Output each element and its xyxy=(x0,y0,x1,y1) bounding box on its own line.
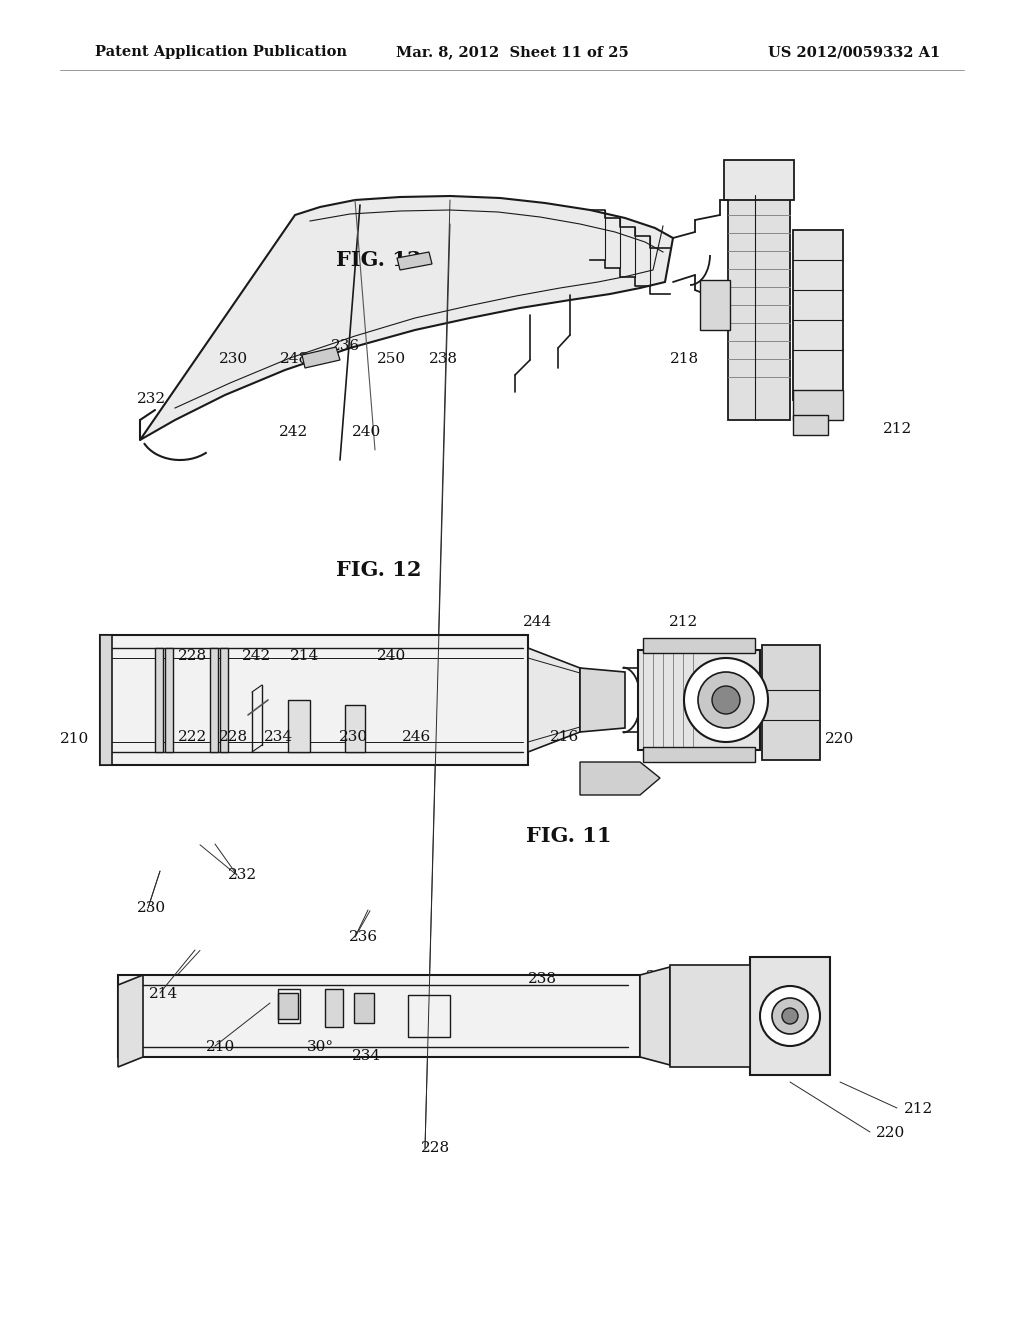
Text: 30°: 30° xyxy=(307,1040,334,1053)
Text: 228: 228 xyxy=(219,730,248,743)
Text: 222: 222 xyxy=(178,730,207,743)
Circle shape xyxy=(712,686,740,714)
Text: 220: 220 xyxy=(825,733,854,746)
Text: 210: 210 xyxy=(60,733,89,746)
Text: US 2012/0059332 A1: US 2012/0059332 A1 xyxy=(768,45,940,59)
Text: 212: 212 xyxy=(884,422,912,436)
Bar xyxy=(165,648,173,752)
Text: 232: 232 xyxy=(137,392,166,405)
Circle shape xyxy=(760,986,820,1045)
Bar xyxy=(762,645,820,760)
Text: 216: 216 xyxy=(646,970,675,983)
Bar xyxy=(750,957,830,1074)
Bar xyxy=(643,638,755,653)
Bar xyxy=(793,389,843,420)
Text: 220: 220 xyxy=(877,1126,905,1139)
Text: 219: 219 xyxy=(680,970,709,983)
Text: 234: 234 xyxy=(264,730,293,743)
Bar xyxy=(793,230,843,400)
Text: 230: 230 xyxy=(137,902,166,915)
Bar xyxy=(354,993,374,1023)
Text: 236: 236 xyxy=(331,339,359,352)
Text: 218: 218 xyxy=(670,352,698,366)
Bar xyxy=(278,993,298,1019)
Bar xyxy=(278,989,300,1023)
Bar xyxy=(670,965,750,1067)
Circle shape xyxy=(772,998,808,1034)
Text: 238: 238 xyxy=(528,973,557,986)
Text: 230: 230 xyxy=(219,352,248,366)
Bar xyxy=(724,160,794,201)
Bar xyxy=(100,635,112,766)
Text: 240: 240 xyxy=(377,649,406,663)
Polygon shape xyxy=(302,347,340,368)
Text: 240: 240 xyxy=(352,425,381,438)
Text: 248: 248 xyxy=(281,352,309,366)
Text: 218: 218 xyxy=(713,970,741,983)
Bar xyxy=(345,705,365,752)
Text: 234: 234 xyxy=(352,1049,381,1063)
Circle shape xyxy=(782,1008,798,1024)
Bar xyxy=(643,747,755,762)
Circle shape xyxy=(698,672,754,729)
Bar xyxy=(210,648,218,752)
Text: 242: 242 xyxy=(243,649,271,663)
Text: 238: 238 xyxy=(429,352,458,366)
Polygon shape xyxy=(580,762,660,795)
Text: 228: 228 xyxy=(178,649,207,663)
Polygon shape xyxy=(640,968,670,1065)
Polygon shape xyxy=(528,648,580,752)
Bar xyxy=(728,195,790,420)
Text: 250: 250 xyxy=(377,352,406,366)
Polygon shape xyxy=(118,975,143,1067)
Text: 214: 214 xyxy=(150,987,178,1001)
Polygon shape xyxy=(397,252,432,271)
Bar xyxy=(155,648,163,752)
Bar xyxy=(793,414,828,436)
Text: 236: 236 xyxy=(349,931,378,944)
Bar xyxy=(700,280,730,330)
Text: 228: 228 xyxy=(421,1142,450,1155)
Text: 244: 244 xyxy=(523,615,552,628)
Text: FIG. 13: FIG. 13 xyxy=(336,249,422,271)
Text: 212: 212 xyxy=(670,615,698,628)
Text: 212: 212 xyxy=(904,1102,933,1115)
Bar xyxy=(220,648,228,752)
Bar xyxy=(288,700,310,752)
Text: 242: 242 xyxy=(280,425,308,438)
Bar xyxy=(118,975,640,1057)
Text: 214: 214 xyxy=(290,649,318,663)
Circle shape xyxy=(684,657,768,742)
Text: 232: 232 xyxy=(228,869,257,882)
Text: FIG. 11: FIG. 11 xyxy=(525,825,611,846)
Polygon shape xyxy=(140,195,673,440)
Bar xyxy=(638,649,760,750)
Text: 246: 246 xyxy=(402,730,431,743)
Bar xyxy=(408,995,450,1038)
Text: Patent Application Publication: Patent Application Publication xyxy=(95,45,347,59)
Text: Mar. 8, 2012  Sheet 11 of 25: Mar. 8, 2012 Sheet 11 of 25 xyxy=(395,45,629,59)
Text: 216: 216 xyxy=(550,730,579,743)
Polygon shape xyxy=(580,668,625,733)
Bar xyxy=(100,635,528,766)
Bar xyxy=(325,989,343,1027)
Text: 230: 230 xyxy=(339,730,368,743)
Text: 210: 210 xyxy=(206,1040,234,1053)
Text: FIG. 12: FIG. 12 xyxy=(336,560,422,581)
